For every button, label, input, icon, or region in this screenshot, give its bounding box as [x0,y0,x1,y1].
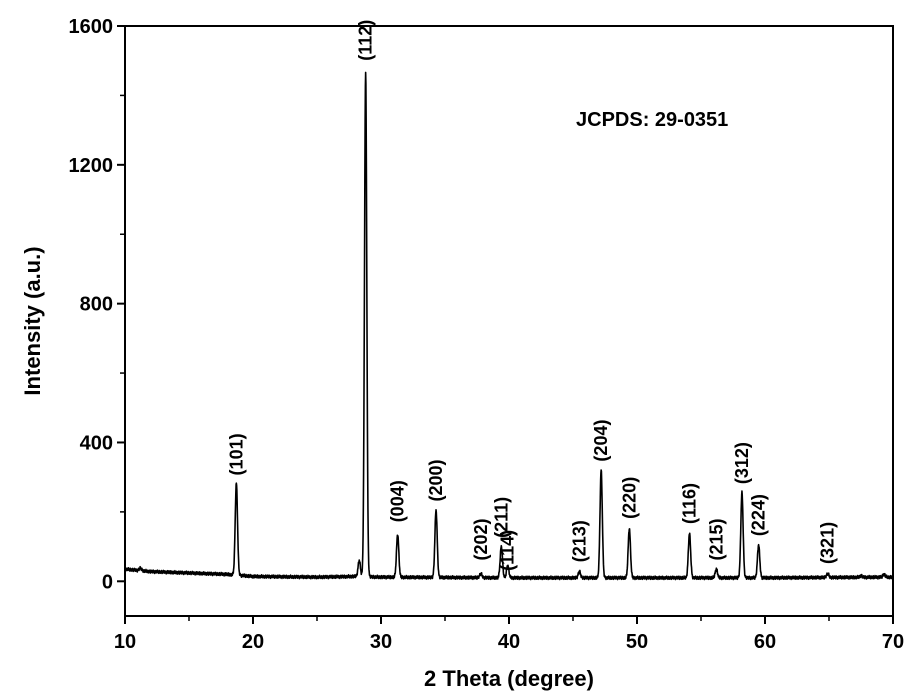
peak-label: (204) [591,420,611,462]
x-tick-label: 60 [754,631,776,653]
y-tick-label: 800 [80,294,113,316]
peak-label: (114) [498,530,518,571]
xrd-pattern-line [124,71,894,581]
peak-label: (211) [491,497,511,538]
peak-label: (321) [818,522,838,564]
y-tick-label: 1200 [69,155,114,177]
x-tick-label: 40 [498,631,520,653]
peak-label: (116) [679,483,699,524]
peak-label: (101) [226,433,246,475]
peak-label: (202) [471,518,491,560]
y-axis-title: Intensity (a.u.) [20,246,45,395]
x-axis-title: 2 Theta (degree) [424,666,594,691]
peak-label: (312) [732,442,752,484]
ticks-layer: 10 20 30 40 50 60 70 0 400 800 1200 1600 [69,16,905,653]
peak-label: (200) [426,459,446,501]
peak-label: (224) [749,494,769,536]
x-tick-label: 20 [242,631,264,653]
y-tick-label: 400 [80,432,113,454]
x-tick-label: 70 [882,631,904,653]
peak-label: (220) [619,477,639,519]
y-tick-label: 0 [102,571,113,593]
peak-label: (213) [569,520,589,562]
peak-label: (004) [388,480,408,522]
jcpds-annotation: JCPDS: 29-0351 [576,109,728,131]
x-tick-label: 10 [114,631,136,653]
peak-label: (112) [356,20,376,61]
series-layer [124,71,894,581]
x-tick-label: 50 [626,631,648,653]
labels-layer: (101) (112) (004) (200) (202)(211)(114) (213)… [226,20,837,571]
peak-label: (215) [706,518,726,560]
y-tick-label: 1600 [69,16,114,38]
x-tick-label: 30 [370,631,392,653]
